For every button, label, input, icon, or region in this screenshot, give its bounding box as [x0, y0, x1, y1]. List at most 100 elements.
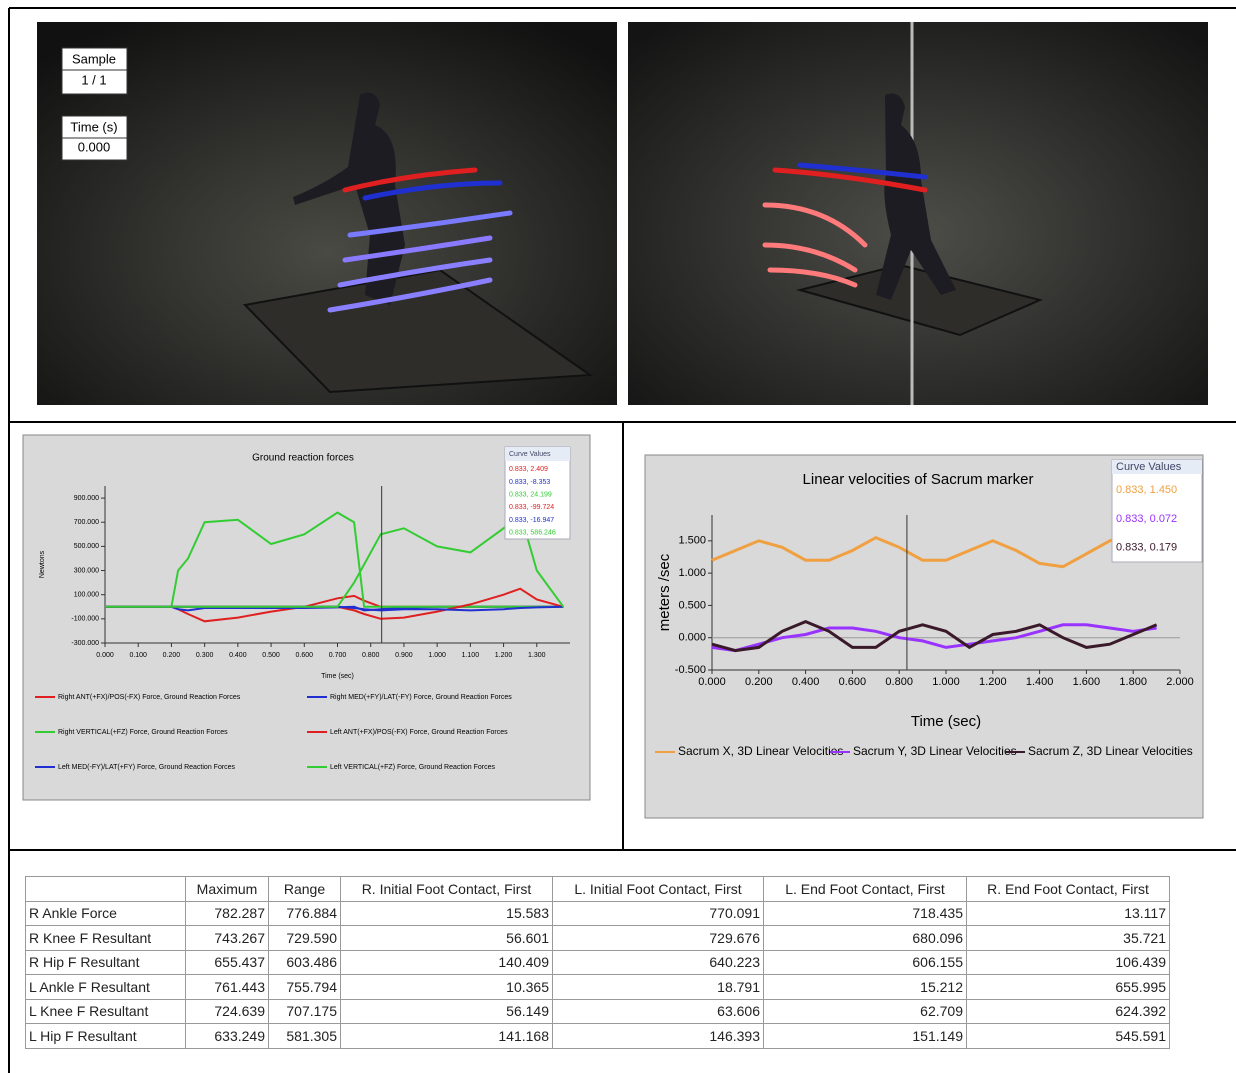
time-value: 0.000: [78, 139, 111, 154]
table-cell: 729.676: [552, 925, 764, 951]
table-row: L Ankle F Resultant 761.443 755.794 10.365 1…: [25, 974, 1170, 1000]
x-tick-label: 1.200: [979, 676, 1007, 688]
x-axis-label: Time (sec): [911, 713, 981, 730]
legend-label: Right VERTICAL(+FZ) Force, Ground Reacti…: [58, 729, 228, 736]
series-line: [711, 623, 1157, 653]
chart-panel: [644, 454, 1204, 819]
x-tick-label: 0.200: [163, 652, 181, 659]
table-cell: 141.168: [340, 1023, 553, 1049]
x-axis-label: Time (sec): [321, 673, 354, 680]
chart-title: Ground reaction forces: [252, 453, 354, 464]
series-line: [105, 510, 565, 608]
table-cell: 707.175: [268, 998, 341, 1024]
table-cell: 770.091: [552, 900, 764, 926]
table-cell: 18.791: [552, 974, 764, 1000]
curve-value: 0.833, 0.179: [1116, 542, 1177, 554]
curve-values-title: Curve Values: [509, 451, 551, 458]
table-cell: L. Initial Foot Contact, First: [552, 876, 764, 902]
table-cell: [25, 876, 186, 902]
legend-label: Right ANT(+FX)/POS(-FX) Force, Ground Re…: [58, 694, 241, 701]
y-axis-label: meters /sec: [656, 553, 673, 631]
chart-title: Linear velocities of Sacrum marker: [803, 471, 1034, 488]
x-tick-label: 1.200: [495, 652, 513, 659]
curve-value: 0.833, 24.199: [509, 492, 552, 499]
curve-value: 0.833, 1.450: [1116, 484, 1177, 496]
table-cell: 633.249: [185, 1023, 269, 1049]
table-cell: 680.096: [763, 925, 967, 951]
x-tick-label: 0.400: [792, 676, 820, 688]
x-tick-label: 0.700: [329, 652, 347, 659]
results-table: Maximum Range R. Initial Foot Contact, Fir…: [25, 876, 1170, 1049]
table-cell: 624.392: [966, 998, 1170, 1024]
table-cell: L. End Foot Contact, First: [763, 876, 967, 902]
y-tick-label: 100.000: [74, 592, 99, 599]
x-tick-label: 0.200: [745, 676, 773, 688]
curve-values-header: [505, 447, 570, 461]
frame: [8, 7, 1236, 1073]
table-cell: 13.117: [966, 900, 1170, 926]
y-tick-label: -300.000: [71, 640, 99, 647]
table-cell: 640.223: [552, 949, 764, 975]
table-cell: 15.583: [340, 900, 553, 926]
table-cell: Maximum: [185, 876, 269, 902]
table-cell: 718.435: [763, 900, 967, 926]
table-cell: 10.365: [340, 974, 553, 1000]
sample-label: Sample: [72, 51, 116, 66]
legend-label: Right MED(+FY)/LAT(-FY) Force, Ground Re…: [330, 694, 512, 701]
table-cell: 603.486: [268, 949, 341, 975]
y-tick-label: -0.500: [675, 664, 706, 676]
table-cell: Range: [268, 876, 341, 902]
x-tick-label: 1.600: [1073, 676, 1101, 688]
table-cell: 146.393: [552, 1023, 764, 1049]
x-tick-label: 1.300: [528, 652, 546, 659]
legend-label: Sacrum Z, 3D Linear Velocities: [1028, 744, 1193, 758]
header-row: Maximum Range R. Initial Foot Contact, Fir…: [25, 876, 1170, 902]
table-cell: 776.884: [268, 900, 341, 926]
x-tick-label: 1.800: [1119, 676, 1147, 688]
x-tick-label: 1.000: [932, 676, 960, 688]
table-cell: 729.590: [268, 925, 341, 951]
y-tick-label: 1.500: [678, 535, 706, 547]
curve-value: 0.833, 2.409: [509, 466, 548, 473]
table-cell: 35.721: [966, 925, 1170, 951]
y-tick-label: 500.000: [74, 543, 99, 550]
y-tick-label: 300.000: [74, 567, 99, 574]
legend-label: Left ANT(+FX)/POS(-FX) Force, Ground Rea…: [330, 729, 508, 736]
time-label: Time (s): [70, 119, 117, 134]
curve-values-title: Curve Values: [1116, 461, 1182, 473]
y-tick-label: 900.000: [74, 495, 99, 502]
x-tick-label: 2.000: [1166, 676, 1194, 688]
table-cell: 755.794: [268, 974, 341, 1000]
curve-value: 0.833, 586.246: [509, 530, 556, 537]
table-cell: 63.606: [552, 998, 764, 1024]
table-cell: 140.409: [340, 949, 553, 975]
table-cell: 724.639: [185, 998, 269, 1024]
table-cell: 62.709: [763, 998, 967, 1024]
x-tick-label: 0.500: [262, 652, 280, 659]
table-row: R Hip F Resultant 655.437 603.486 140.409 64…: [25, 949, 1170, 975]
curve-value: 0.833, -8.353: [509, 479, 550, 486]
x-tick-label: 0.800: [885, 676, 913, 688]
table-cell: 15.212: [763, 974, 967, 1000]
table-cell: 545.591: [966, 1023, 1170, 1049]
curve-value: 0.833, 0.072: [1116, 513, 1177, 525]
table-cell: 655.995: [966, 974, 1170, 1000]
table-cell: 743.267: [185, 925, 269, 951]
y-tick-label: -100.000: [71, 616, 99, 623]
curve-values-box: [504, 446, 571, 540]
table-cell: L Knee F Resultant: [25, 998, 186, 1024]
video-left: [37, 22, 617, 405]
table-cell: L Ankle F Resultant: [25, 974, 186, 1000]
video-right: [628, 22, 1208, 405]
legend-label: Left VERTICAL(+FZ) Force, Ground Reactio…: [330, 764, 496, 771]
table-row: R Knee F Resultant 743.267 729.590 56.601 72…: [25, 925, 1170, 951]
table-cell: 655.437: [185, 949, 269, 975]
table-cell: R Knee F Resultant: [25, 925, 186, 951]
x-tick-label: 0.800: [362, 652, 380, 659]
curve-values-header: [1112, 460, 1202, 474]
table-cell: 56.601: [340, 925, 553, 951]
x-tick-label: 0.300: [196, 652, 214, 659]
x-tick-label: 0.400: [229, 652, 247, 659]
table-cell: L Hip F Resultant: [25, 1023, 186, 1049]
